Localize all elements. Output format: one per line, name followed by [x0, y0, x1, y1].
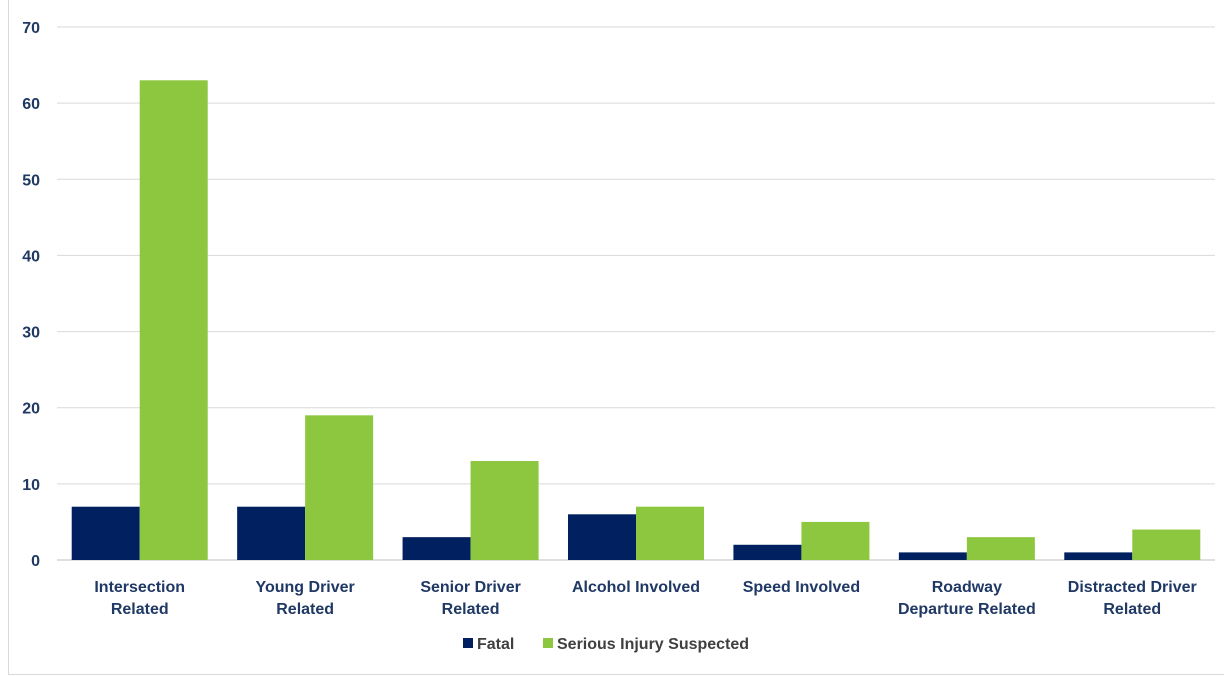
y-tick-label: 50 [22, 172, 40, 189]
x-tick-label-line: Related [1103, 601, 1161, 618]
legend-swatch-serious-injury [543, 638, 553, 648]
x-tick-label-line: Roadway [932, 579, 1002, 596]
x-tick-label: Distracted Driver Related [1068, 579, 1197, 618]
fatal-bar [237, 506, 306, 560]
y-tick-label: 60 [22, 96, 40, 113]
fatal-bar [898, 552, 967, 560]
y-tick-label: 40 [22, 248, 40, 265]
serious-injury-bar [1132, 529, 1201, 560]
serious-injury-bar [470, 461, 539, 560]
serious-injury-bar [139, 80, 208, 561]
fatal-bar [71, 506, 140, 560]
x-tick-label-line: Senior Driver [420, 579, 520, 596]
x-tick-label-line: Related [442, 601, 500, 618]
y-tick-label: 10 [22, 477, 40, 494]
x-tick-label-line: Departure Related [898, 601, 1036, 618]
x-tick-label-line: Intersection [94, 579, 185, 596]
y-tick-label: 20 [22, 401, 40, 418]
x-tick-label-line: Alcohol Involved [572, 579, 700, 596]
serious-injury-bar [305, 415, 374, 560]
x-tick-label-line: Related [111, 601, 169, 618]
x-tick-label: Young Driver Related [256, 579, 355, 618]
legend-label-serious-injury: Serious Injury Suspected [557, 636, 749, 653]
y-tick-label: 70 [22, 20, 40, 37]
fatal-bar [402, 537, 471, 560]
x-tick-label-line: Distracted Driver [1068, 579, 1197, 596]
x-tick-label-line: Young Driver [256, 579, 355, 596]
fatal-bar [568, 514, 636, 560]
y-tick-label: 30 [22, 325, 40, 342]
legend-swatch-fatal [463, 638, 473, 648]
x-tick-label: Alcohol Involved [572, 579, 700, 596]
x-tick-label-line: Speed Involved [743, 579, 860, 596]
x-tick-label: Roadway Departure Related [898, 579, 1036, 618]
serious-injury-bar [801, 521, 870, 560]
fatal-bar [1064, 552, 1133, 560]
y-tick-label: 0 [31, 553, 40, 570]
x-tick-label: Senior Driver Related [420, 579, 520, 618]
serious-injury-bar [966, 537, 1035, 560]
fatal-bar [733, 544, 802, 560]
x-tick-label: Speed Involved [743, 579, 860, 596]
serious-injury-bar [636, 506, 704, 560]
legend-label-fatal: Fatal [477, 636, 514, 653]
chart-frame [8, 0, 1224, 675]
x-tick-label-line: Related [276, 601, 334, 618]
x-tick-label: Intersection Related [94, 579, 185, 618]
